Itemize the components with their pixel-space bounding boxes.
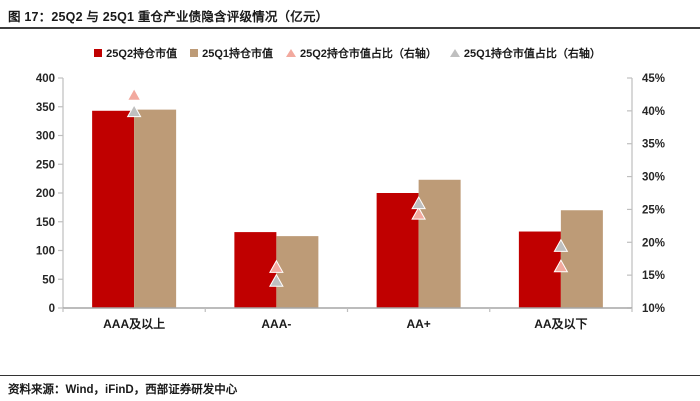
bar-25Q2持仓市值-AA及以下 bbox=[518, 231, 561, 308]
marker-25Q2持仓市值占比（右轴）-AA+ bbox=[411, 206, 426, 220]
bar-chart: 0 50 100 150 200 250 300 350 400 10% 15% 20% 25% 30% 3… bbox=[36, 73, 665, 331]
right-axis-tick-label: 15% bbox=[642, 270, 665, 282]
left-axis-tick-label: 150 bbox=[36, 217, 55, 229]
right-axis-tick-label: 30% bbox=[642, 172, 665, 184]
legend-label: 25Q2持仓市值 bbox=[106, 48, 178, 60]
right-axis-tick-label: 25% bbox=[642, 204, 665, 216]
bar-25Q2持仓市值-AA+ bbox=[376, 193, 419, 308]
marker-25Q2持仓市值占比（右轴）-AAA- bbox=[269, 259, 284, 273]
left-axis-tick-label: 200 bbox=[36, 188, 55, 200]
left-axis-tick-label: 250 bbox=[36, 159, 55, 171]
marker-25Q1持仓市值占比（右轴）-AA及以下 bbox=[553, 238, 569, 252]
legend-item-1: 25Q1持仓市值 bbox=[190, 45, 273, 61]
bar-25Q1持仓市值-AAA及以上 bbox=[134, 109, 177, 308]
bar-25Q2持仓市值-AAA- bbox=[234, 232, 277, 308]
left-axis-tick-label: 0 bbox=[49, 303, 55, 315]
legend-square-icon bbox=[94, 49, 103, 57]
chart-legend: 25Q2持仓市值 25Q1持仓市值 25Q2持仓市值占比（右轴） 25Q1持仓市值占比… bbox=[55, 44, 640, 62]
marker-25Q1持仓市值占比（右轴）-AAA及以上 bbox=[126, 104, 142, 118]
left-axis-tick-label: 100 bbox=[36, 246, 55, 258]
right-axis-tick-label: 35% bbox=[642, 139, 665, 151]
right-axis-tick-label: 20% bbox=[642, 237, 665, 249]
legend-triangle-icon bbox=[449, 49, 460, 57]
legend-square-icon bbox=[190, 49, 199, 57]
x-category-label: AA+ bbox=[406, 317, 430, 331]
left-axis-tick-label: 50 bbox=[42, 274, 55, 286]
chart-area: 0 50 100 150 200 250 300 350 400 10% 15% 20% 25% 30% 3… bbox=[0, 60, 700, 345]
legend-label: 25Q1持仓市值 bbox=[202, 48, 273, 60]
marker-25Q2持仓市值占比（右轴）-AAA及以上 bbox=[126, 87, 142, 101]
bar-25Q1持仓市值-AA及以下 bbox=[560, 210, 603, 308]
marker-25Q1持仓市值占比（右轴）-AAA- bbox=[269, 273, 284, 287]
x-category-label: AA及以下 bbox=[534, 317, 587, 331]
right-axis-tick-label: 10% bbox=[642, 303, 665, 315]
legend-label: 25Q1持仓市值占比（右轴） bbox=[463, 48, 601, 60]
left-axis-tick-label: 350 bbox=[36, 102, 55, 114]
x-category-label: AAA及以上 bbox=[103, 316, 165, 331]
bar-25Q2持仓市值-AAA及以上 bbox=[92, 110, 135, 309]
figure-title: 图 17：25Q2 与 25Q1 重仓产业债隐含评级情况（亿元） bbox=[8, 10, 329, 24]
source-note: 资料来源：Wind，iFinD，西部证券研发中心 bbox=[8, 384, 238, 396]
legend-label: 25Q2持仓市值占比（右轴） bbox=[300, 48, 437, 60]
x-category-label: AAA- bbox=[261, 317, 291, 331]
title-divider bbox=[0, 27, 700, 29]
legend-item-2: 25Q2持仓市值占比（右轴） bbox=[286, 45, 437, 61]
source-divider bbox=[0, 375, 700, 376]
marker-25Q2持仓市值占比（右轴）-AA及以下 bbox=[553, 259, 569, 273]
right-axis-tick-label: 45% bbox=[642, 73, 665, 85]
legend-item-3: 25Q1持仓市值占比（右轴） bbox=[449, 45, 601, 61]
bar-25Q1持仓市值-AAA- bbox=[276, 236, 319, 308]
right-axis-tick-label: 40% bbox=[642, 106, 665, 118]
marker-25Q1持仓市值占比（右轴）-AA+ bbox=[411, 196, 426, 210]
legend-triangle-icon bbox=[286, 49, 296, 57]
legend-item-0: 25Q2持仓市值 bbox=[94, 45, 177, 61]
left-axis-tick-label: 300 bbox=[36, 131, 55, 143]
left-axis-tick-label: 400 bbox=[36, 73, 55, 85]
bar-25Q1持仓市值-AA+ bbox=[418, 179, 461, 308]
